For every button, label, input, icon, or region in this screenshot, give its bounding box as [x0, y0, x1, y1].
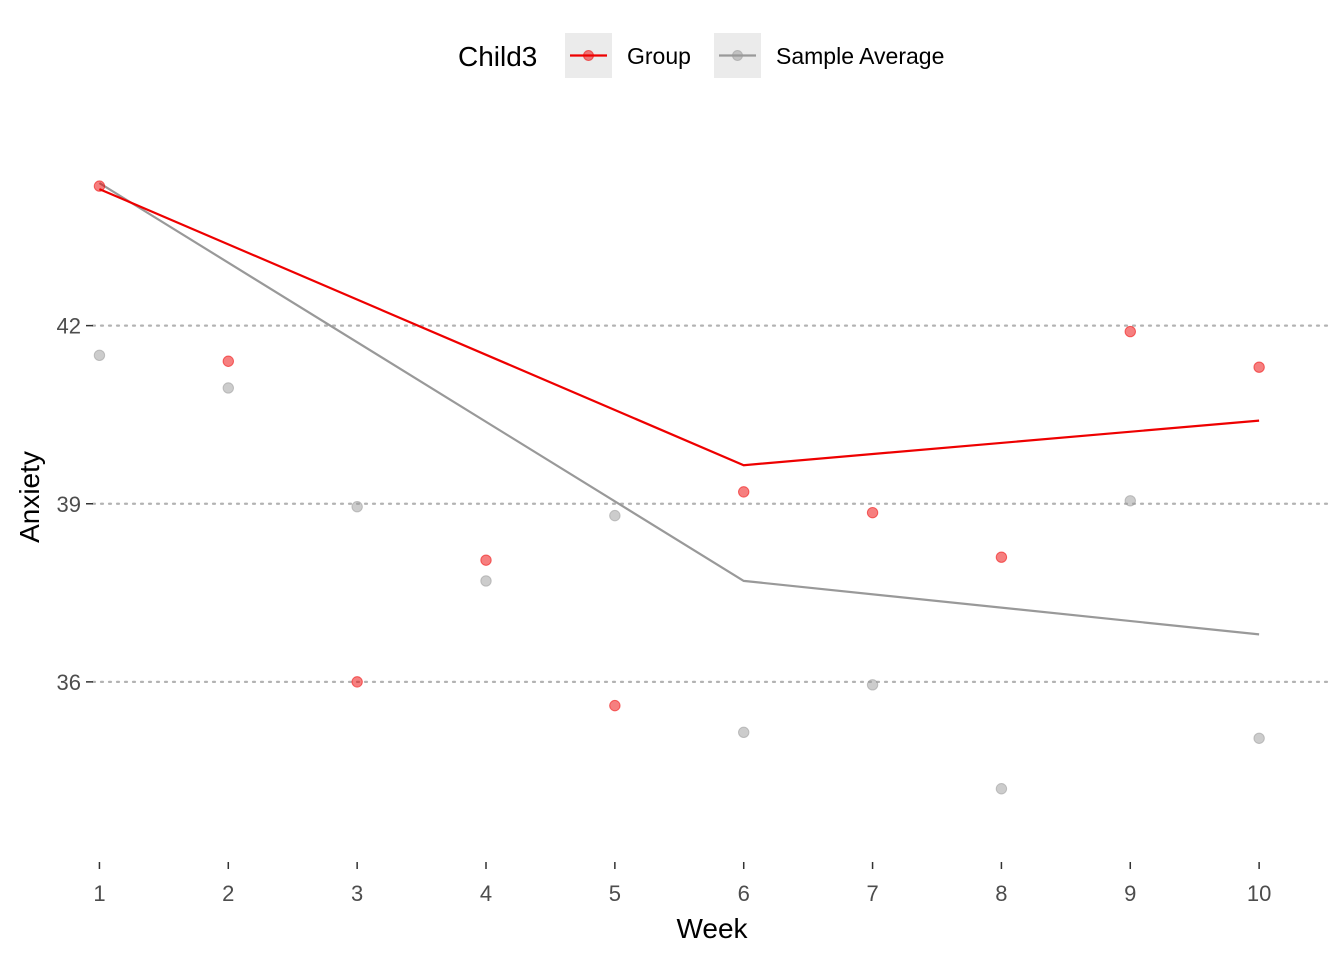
legend-item-sample-average: Sample Average — [714, 33, 944, 78]
y-axis-title: Anxiety — [14, 451, 45, 543]
point-sample-average-week-10 — [1253, 732, 1265, 744]
y-tick-label: 42 — [57, 314, 81, 339]
line-group — [98, 188, 1260, 467]
legend: Child3 Group Sample Average — [458, 33, 944, 78]
gridlines — [91, 324, 1332, 683]
x-tick-label: 3 — [351, 881, 363, 906]
x-tick-label: 10 — [1247, 881, 1271, 906]
x-tick-label: 4 — [480, 881, 492, 906]
point-sample-average-week-6 — [738, 726, 750, 739]
x-axis: 1 2 3 4 5 6 7 8 9 10 — [93, 862, 1271, 906]
line-sample-average — [98, 182, 1260, 636]
x-tick-label: 2 — [222, 881, 234, 906]
legend-item-group: Group — [565, 33, 691, 78]
point-group-week-8 — [995, 551, 1008, 563]
y-tick-label: 39 — [57, 492, 81, 517]
legend-title: Child3 — [458, 41, 537, 72]
point-group-week-1 — [93, 180, 106, 192]
point-group-week-6 — [738, 486, 750, 498]
point-sample-average-week-1 — [93, 349, 106, 362]
point-sample-average-week-5 — [609, 509, 621, 522]
x-tick-label: 7 — [866, 881, 878, 906]
x-tick-label: 9 — [1124, 881, 1136, 906]
legend-label: Group — [627, 43, 691, 69]
y-axis: 36 39 42 — [57, 314, 93, 695]
point-sample-average-week-8 — [995, 783, 1008, 795]
legend-key-point — [583, 50, 594, 61]
point-sample-average-week-2 — [222, 382, 234, 394]
point-group-week-7 — [866, 506, 879, 519]
x-tick-label: 6 — [738, 881, 750, 906]
x-axis-title: Week — [676, 913, 748, 944]
point-group-week-9 — [1124, 325, 1136, 338]
y-tick-label: 36 — [57, 670, 81, 695]
series-points — [93, 180, 1265, 795]
point-group-week-2 — [222, 355, 234, 367]
point-group-week-3 — [351, 676, 363, 688]
point-group-week-10 — [1253, 361, 1265, 373]
point-sample-average-week-9 — [1124, 495, 1136, 507]
point-sample-average-week-4 — [480, 575, 492, 587]
x-tick-label: 8 — [995, 881, 1007, 906]
point-group-week-4 — [480, 554, 492, 566]
point-sample-average-week-7 — [866, 679, 879, 691]
legend-label: Sample Average — [776, 43, 944, 69]
x-tick-label: 1 — [93, 881, 105, 906]
point-group-week-5 — [609, 699, 621, 712]
legend-key-point — [732, 50, 743, 61]
point-sample-average-week-3 — [351, 501, 363, 513]
series-lines — [98, 182, 1260, 636]
x-tick-label: 5 — [609, 881, 621, 906]
